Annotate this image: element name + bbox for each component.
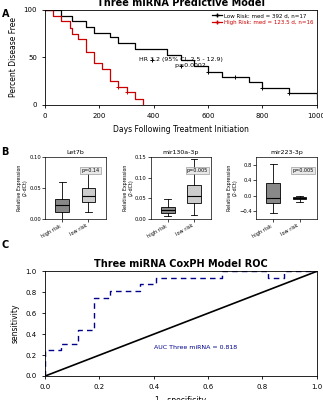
Y-axis label: Relative Expression
(2-dCt): Relative Expression (2-dCt)	[227, 165, 238, 211]
X-axis label: 1 - specificity: 1 - specificity	[155, 396, 206, 400]
X-axis label: Days Following Treatment Initiation: Days Following Treatment Initiation	[113, 125, 249, 134]
Text: p=0.005: p=0.005	[292, 168, 314, 173]
PathPatch shape	[266, 184, 280, 203]
Text: HR 3.2 (95% CI, 2.5 - 12.9)
         p=0.0002: HR 3.2 (95% CI, 2.5 - 12.9) p=0.0002	[139, 57, 223, 68]
PathPatch shape	[187, 185, 201, 204]
Text: AUC Three miRNA = 0.818: AUC Three miRNA = 0.818	[154, 345, 237, 350]
Title: mir223-3p: mir223-3p	[270, 150, 303, 155]
PathPatch shape	[293, 197, 306, 199]
PathPatch shape	[82, 188, 95, 202]
Legend: Low Risk: med = 392 d, n=17, High Risk: med = 123.5 d, n=16: Low Risk: med = 392 d, n=17, High Risk: …	[212, 13, 314, 25]
Text: B: B	[2, 147, 9, 157]
Title: Three miRNA CoxPH Model ROC: Three miRNA CoxPH Model ROC	[94, 259, 268, 269]
Title: Three miRNA Predictive Model: Three miRNA Predictive Model	[97, 0, 265, 8]
Text: C: C	[2, 240, 9, 250]
PathPatch shape	[56, 199, 69, 212]
Y-axis label: Relative Expression
(2-dCt): Relative Expression (2-dCt)	[17, 165, 28, 211]
Text: A: A	[2, 9, 9, 19]
Title: Let7b: Let7b	[67, 150, 84, 155]
Text: p=0.005: p=0.005	[187, 168, 208, 173]
Y-axis label: Percent Disease Free: Percent Disease Free	[9, 17, 18, 97]
PathPatch shape	[161, 207, 175, 213]
Y-axis label: Relative Expression
(2-dCt): Relative Expression (2-dCt)	[123, 165, 133, 211]
Y-axis label: sensitivity: sensitivity	[11, 304, 20, 344]
Text: p=0.14: p=0.14	[81, 168, 99, 173]
Title: mir130a-3p: mir130a-3p	[163, 150, 199, 155]
